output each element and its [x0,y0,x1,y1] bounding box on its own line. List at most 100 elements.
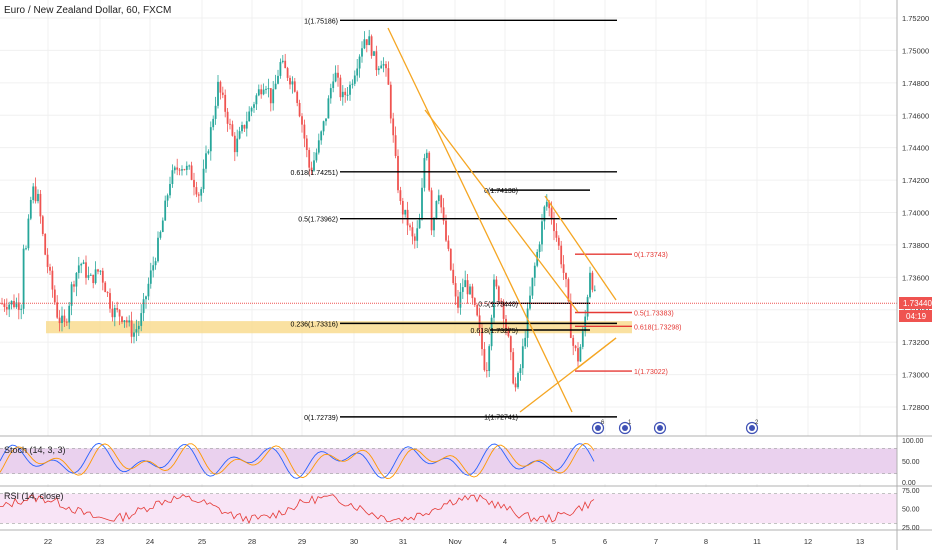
price-tick-label: 1.75200 [902,14,929,23]
candle-body [73,284,75,287]
candle-body [334,72,337,82]
countdown-value: 04:19 [906,312,927,321]
price-tick-label: 1.72800 [902,403,929,412]
candle-body [56,302,59,318]
candle-body [387,68,390,85]
candle-body [260,89,263,95]
event-marker-dot [749,425,755,431]
candle-body [404,209,407,215]
candle-body [87,275,90,278]
candle-body [272,89,275,104]
candle-body [106,292,109,294]
fib-label: 0.618(1.73275) [471,328,518,335]
candle-body [361,48,363,57]
time-tick-label: 6 [603,537,607,546]
candle-body [221,92,224,95]
candle-body [327,98,330,119]
candle-body [97,269,99,272]
candle-body [94,269,97,284]
candle-body [452,269,455,284]
event-marker-count: 1 [628,420,632,426]
candle-body [166,195,169,201]
candle-body [123,320,126,323]
candle-body [214,105,217,119]
candle-body [236,138,239,153]
candle-body [591,272,594,290]
candle-body [17,302,20,310]
time-tick-label: 25 [198,537,206,546]
candle-body [315,152,318,161]
candle-body [485,370,488,372]
candle-body [577,348,579,362]
candle-body [173,167,176,171]
candle-body [22,248,25,309]
candle-body [325,118,327,122]
candle-body [75,272,78,287]
fib-label: 0.236(1.73316) [291,321,338,328]
candle-body [183,169,186,171]
candle-body [346,94,349,96]
candle-body [541,221,543,245]
candle-body [39,193,42,217]
candle-body [358,56,361,69]
rsi-series-line [0,493,595,525]
candle-body [111,308,114,318]
candle-body [200,189,203,196]
candle-body [305,138,308,151]
candle-body [332,81,335,89]
time-tick-label: Nov [448,537,462,546]
candle-body [207,151,210,154]
event-marker-dot [622,425,628,431]
candle-body [233,135,236,153]
candle-body [339,77,342,98]
candle-body [423,158,426,188]
candle-body [569,301,572,338]
candle-body [13,300,15,308]
candle-body [478,315,481,329]
candle-body [157,237,159,262]
candle-body [101,270,104,283]
candle-body [296,91,299,103]
candle-body [121,316,123,323]
candle-body [401,200,404,215]
stoch-lines [0,442,595,479]
stoch-label: Stoch (14, 3, 3) [4,445,66,455]
time-tick-label: 24 [146,537,154,546]
candle-body [466,280,469,295]
candle-body [212,118,215,128]
candle-body [15,302,18,308]
candle-body [68,305,71,323]
candle-body [217,81,219,106]
candle-body [313,160,315,171]
stoch-tick-label: 50.00 [902,459,920,466]
candle-body [560,245,563,265]
price-tick-label: 1.74400 [902,144,929,153]
candle-body [82,262,85,264]
candle-body [265,88,267,90]
trendlines [387,27,617,413]
candle-body [483,349,486,371]
candle-body [286,68,289,78]
candle-body [291,81,294,85]
countdown-badge [899,310,932,322]
candle-body [118,309,121,317]
candle-body [130,320,133,337]
candle-body [303,124,306,139]
fib-label: 1(1.72741) [484,415,518,422]
candle-body [377,68,380,71]
candle-body [385,64,387,69]
candle-body [548,201,551,209]
candle-body [255,95,258,105]
candle-body [545,201,548,207]
candle-body [51,270,54,290]
candle-body [219,81,222,93]
candle-body [185,165,188,170]
candle-body [109,293,111,309]
candle-body [449,248,452,270]
candle-body [421,187,423,220]
candle-body [476,304,479,316]
fib-label: 0.5(1.73962) [298,217,338,224]
candle-body [529,295,531,309]
rsi-tick-label: 25.00 [902,525,920,532]
